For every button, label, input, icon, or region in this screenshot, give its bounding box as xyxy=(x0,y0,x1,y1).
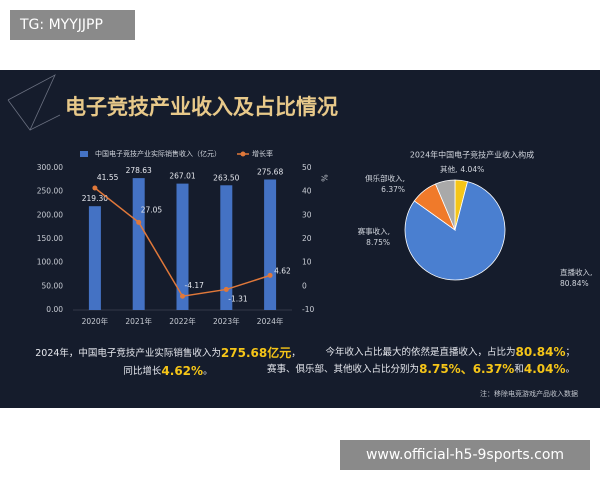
x-tick-label: 2020年 xyxy=(82,316,109,326)
y2-tick-label: 40 xyxy=(302,187,312,196)
growth-point xyxy=(180,293,185,299)
summary-line: 同比增长4.62%。 xyxy=(123,364,212,378)
x-tick-label: 2024年 xyxy=(257,316,284,326)
summary-text: 。 xyxy=(203,366,213,377)
pie-value-label: 6.37% xyxy=(381,185,405,194)
bar xyxy=(88,206,101,310)
summary-text: 今年收入占比最大的依然是直播收入，占比为 xyxy=(325,346,515,358)
bar-value-label: 267.01 xyxy=(169,172,195,181)
bar-value-label: 275.68 xyxy=(257,168,283,177)
summary-line: 赛事、俱乐部、其他收入占比分别为8.75%、6.37%和4.04%。 xyxy=(267,362,575,376)
growth-label: 27.05 xyxy=(141,205,163,214)
pie-value-label: 80.84% xyxy=(560,279,589,288)
y-tick-label: 50.00 xyxy=(42,281,64,290)
summary-highlight: 80.84% xyxy=(516,345,566,359)
pie-category: 俱乐部收入, xyxy=(365,173,405,183)
note: 注：移除电竞游戏产品收入数据 xyxy=(480,389,578,398)
x-tick-label: 2021年 xyxy=(125,316,152,326)
bar xyxy=(132,178,145,310)
watermark-box xyxy=(10,10,135,40)
summary-highlight: 275.68亿元 xyxy=(221,345,291,360)
summary-highlight: 8.75%、6.37% xyxy=(419,362,514,376)
bar xyxy=(176,183,189,310)
pie-slice xyxy=(434,179,456,231)
growth-label: 4.62 xyxy=(274,266,291,275)
bar-value-label: 278.63 xyxy=(126,166,152,175)
growth-point xyxy=(223,286,229,292)
pie-label: 其他, 4.04% xyxy=(440,164,484,174)
y-tick-label: 0.00 xyxy=(46,305,63,314)
x-tick-label: 2022年 xyxy=(169,316,196,326)
y-tick-label: 200.00 xyxy=(37,210,63,219)
y2-tick-label: 0 xyxy=(302,281,307,290)
legend-label: 中国电子竞技产业实际销售收入（亿元） xyxy=(95,149,221,158)
y2-tick-label: 50 xyxy=(302,163,312,172)
summary-text: 和 xyxy=(514,364,524,375)
y-tick-label: 100.00 xyxy=(37,258,63,267)
summary-text: ， xyxy=(291,348,301,359)
pie-slice xyxy=(404,181,506,281)
summary-text: 。 xyxy=(565,364,575,375)
summary-highlight: 4.04% xyxy=(524,362,566,376)
x-tick-label: 2023年 xyxy=(213,316,240,326)
growth-label: 41.55 xyxy=(97,173,119,182)
bar xyxy=(264,179,277,310)
summary-text: ； xyxy=(565,347,575,358)
legend-label: 增长率 xyxy=(252,149,273,158)
legend-marker xyxy=(240,151,246,157)
y-tick-label: 150.00 xyxy=(37,234,63,243)
y2-tick-label: 10 xyxy=(302,258,312,267)
pie-category: 赛事收入, xyxy=(358,226,390,236)
y2-axis-label: % xyxy=(320,174,329,182)
y2-tick-label: 20 xyxy=(302,234,312,243)
bar xyxy=(220,185,233,310)
pie-category: 其他, xyxy=(440,164,457,174)
bar-value-label: 219.30 xyxy=(82,194,108,203)
growth-point xyxy=(136,219,142,225)
decoration xyxy=(7,74,61,131)
pie-title: 2024年中国电子竞技产业收入构成 xyxy=(410,150,534,160)
growth-point xyxy=(267,272,273,278)
watermark-top: TG: MYYJJPP xyxy=(19,17,103,33)
growth-label: -1.31 xyxy=(228,294,248,303)
y2-tick-label: 30 xyxy=(302,210,312,219)
y-tick-label: 250.00 xyxy=(37,187,63,196)
pie-value-label: 4.04% xyxy=(460,165,484,174)
pie-value-label: 8.75% xyxy=(366,238,390,247)
growth-point xyxy=(92,185,98,191)
summary-text: 2024年，中国电子竞技产业实际销售收入为 xyxy=(35,347,221,359)
summary-text: 同比增长 xyxy=(123,365,162,377)
watermark-bottom: www.official-h5-9sports.com xyxy=(366,447,564,463)
growth-label: -4.17 xyxy=(185,281,205,290)
bar-value-label: 263.50 xyxy=(213,173,239,182)
pie-category: 直播收入, xyxy=(560,267,592,277)
summary-text: 赛事、俱乐部、其他收入占比分别为 xyxy=(267,363,419,375)
summary-line: 2024年，中国电子竞技产业实际销售收入为275.68亿元， xyxy=(35,345,301,360)
y-tick-label: 300.00 xyxy=(37,163,63,172)
summary-line: 今年收入占比最大的依然是直播收入，占比为80.84%； xyxy=(325,345,575,359)
legend-swatch xyxy=(80,151,88,157)
watermark-box xyxy=(340,440,590,470)
title: 电子竞技产业收入及占比情况 xyxy=(65,95,338,119)
summary-highlight: 4.62% xyxy=(161,364,203,378)
y2-tick-label: -10 xyxy=(302,305,314,314)
